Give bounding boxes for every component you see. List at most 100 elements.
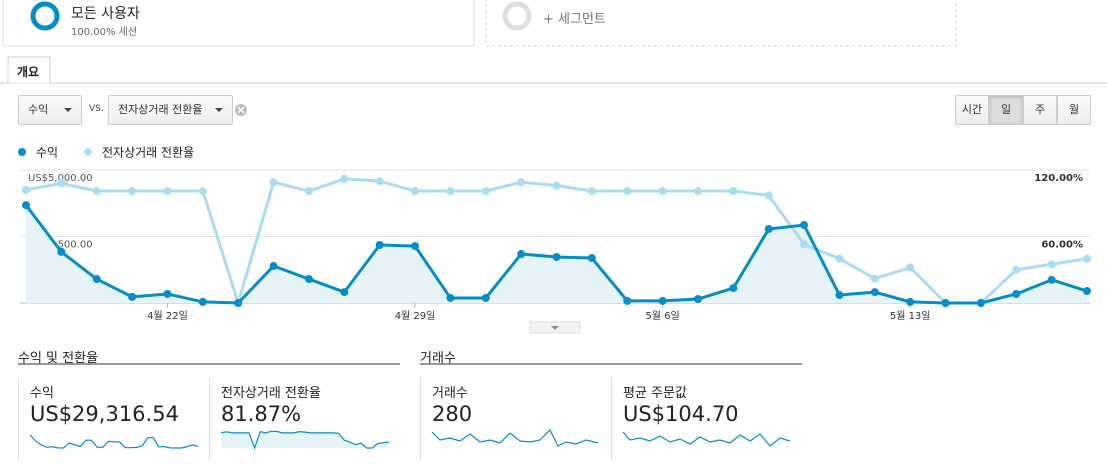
add-segment[interactable]: + 세그먼트 [543, 12, 606, 27]
data-point [22, 185, 30, 194]
sparkline [431, 428, 599, 447]
card-value: US$104.70 [623, 402, 739, 426]
data-point [552, 181, 561, 190]
data-point [764, 225, 773, 234]
card-value: 280 [432, 402, 473, 426]
data-point [375, 241, 384, 250]
data-point [411, 187, 420, 196]
x-tick-label: 4월 22일 [147, 310, 188, 322]
data-point [340, 174, 349, 183]
data-point [481, 187, 490, 196]
x-tick-label: 5월 6일 [645, 310, 679, 322]
card-label: 수익 [30, 386, 54, 401]
segment-box[interactable] [2, 0, 475, 47]
button-label: 주 [1034, 103, 1046, 116]
segment-detail: 100.00% 세션 [71, 27, 138, 38]
data-point [1012, 265, 1021, 274]
data-point [198, 297, 207, 306]
scorecard[interactable]: 수익 US$29,316.54 [18, 378, 209, 460]
y2-tick-label: 120.00% [1034, 173, 1083, 184]
x-tick-label: 4월 29일 [395, 310, 436, 322]
y2-tick-label: 60.00% [1041, 240, 1083, 251]
scorecard[interactable]: 거래수 280 [420, 378, 611, 460]
data-point [375, 177, 384, 186]
data-point [446, 293, 455, 302]
data-point [1083, 254, 1091, 263]
data-point [1047, 260, 1056, 269]
data-point [835, 291, 844, 300]
y-tick-label: US$2,500.00 [28, 240, 93, 251]
data-point [764, 191, 773, 200]
vs-label: VS. [89, 104, 104, 114]
data-point [517, 178, 526, 187]
legend-label: 전자상거래 전환율 [102, 146, 194, 160]
data-point [198, 187, 207, 196]
data-point [658, 296, 667, 305]
sparkline-area [221, 431, 389, 448]
data-point [340, 288, 349, 297]
data-point [906, 263, 915, 272]
x-tick-label: 5월 13일 [890, 310, 931, 322]
data-point [163, 187, 172, 196]
data-point [941, 299, 950, 307]
data-point [269, 178, 278, 187]
button-label: 월 [1068, 103, 1080, 116]
data-point [623, 187, 632, 196]
data-point [517, 250, 526, 259]
button-label: 시간 [961, 103, 983, 116]
data-point [976, 299, 985, 307]
card-value: 81.87% [221, 402, 302, 426]
card-label: 전자상거래 전환율 [221, 386, 321, 401]
data-point [729, 187, 738, 196]
data-point [623, 296, 632, 305]
data-point [906, 297, 915, 306]
data-point [411, 242, 420, 251]
sparkline [29, 434, 199, 449]
tab[interactable] [7, 56, 51, 83]
data-point [587, 187, 596, 196]
metric-dropdown[interactable]: 전자상거래 전환율 [108, 95, 233, 125]
data-point [22, 201, 30, 210]
legend-label: 수익 [36, 146, 58, 160]
data-point [800, 240, 809, 249]
data-point [870, 288, 879, 297]
y-tick-label: US$5,000.00 [28, 173, 93, 184]
data-point [1047, 275, 1056, 284]
legend-marker [18, 148, 26, 156]
data-point [693, 295, 702, 304]
data-point [835, 254, 844, 263]
area [26, 205, 1087, 303]
sparkline [220, 430, 390, 450]
data-point [234, 299, 243, 307]
data-point [481, 293, 490, 302]
data-point [269, 262, 278, 271]
granularity-button[interactable]: 시간 [955, 95, 989, 125]
data-point [552, 252, 561, 261]
granularity-button[interactable]: 주 [1023, 95, 1057, 125]
granularity-button[interactable]: 일 [989, 95, 1023, 125]
add-segment-box[interactable] [485, 0, 957, 47]
tab-label[interactable]: 개요 [17, 65, 40, 79]
data-point [92, 187, 101, 196]
data-point [1083, 287, 1091, 296]
granularity-button[interactable]: 월 [1057, 95, 1091, 125]
data-point [57, 247, 66, 256]
data-point [304, 275, 313, 284]
metric-dropdown[interactable]: 수익 [18, 95, 82, 125]
remove-icon [237, 106, 245, 114]
data-point [800, 221, 809, 230]
data-point [870, 274, 879, 283]
data-point [1012, 289, 1021, 298]
data-point [128, 292, 137, 301]
data-point [163, 289, 172, 298]
group-title: 수익 및 전환율 [18, 351, 99, 366]
segment-name: 모든 사용자 [71, 6, 140, 22]
legend-marker [84, 148, 92, 156]
scorecard[interactable]: 평균 주문값 US$104.70 [611, 378, 802, 460]
data-point [658, 187, 667, 196]
group-title: 거래수 [420, 351, 456, 366]
scorecard[interactable]: 전자상거래 전환율 81.87% [209, 378, 400, 460]
dropdown-label: 수익 [28, 103, 49, 116]
